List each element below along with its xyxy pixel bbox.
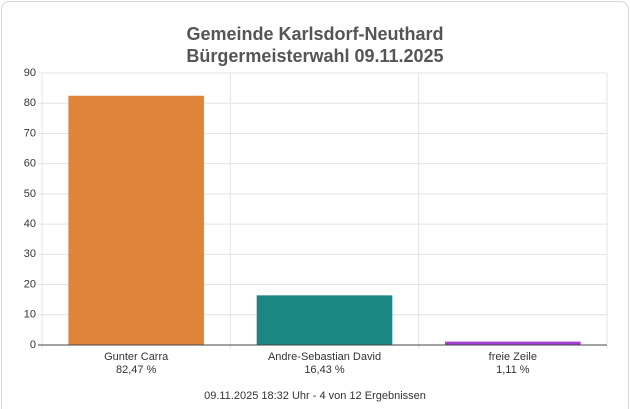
- y-tick-label: 40: [24, 218, 36, 230]
- bar: [445, 341, 581, 345]
- y-tick-label: 20: [24, 278, 36, 290]
- x-tick-label: Andre-Sebastian David: [268, 351, 381, 363]
- x-tick-label: Gunter Carra: [104, 351, 169, 363]
- y-tick-label: 10: [24, 309, 36, 321]
- y-tick-label: 70: [24, 127, 36, 139]
- y-tick-label: 50: [24, 188, 36, 200]
- bar: [68, 95, 204, 346]
- value-label: 1,11 %: [496, 364, 530, 376]
- value-label: 82,47 %: [116, 364, 157, 376]
- y-tick-label: 90: [24, 67, 36, 79]
- footnote: 09.11.2025 18:32 Uhr - 4 von 12 Ergebnis…: [204, 390, 426, 402]
- bar: [256, 295, 393, 345]
- y-tick-label: 60: [24, 158, 36, 170]
- chart-title: Gemeinde Karlsdorf-Neuthard: [186, 24, 443, 44]
- x-tick-label: freie Zeile: [489, 351, 537, 363]
- chart-subtitle: Bürgermeisterwahl 09.11.2025: [186, 46, 443, 66]
- value-label: 16,43 %: [304, 364, 345, 376]
- y-tick-label: 30: [24, 248, 36, 260]
- y-tick-label: 0: [30, 339, 36, 351]
- y-tick-label: 80: [24, 97, 36, 109]
